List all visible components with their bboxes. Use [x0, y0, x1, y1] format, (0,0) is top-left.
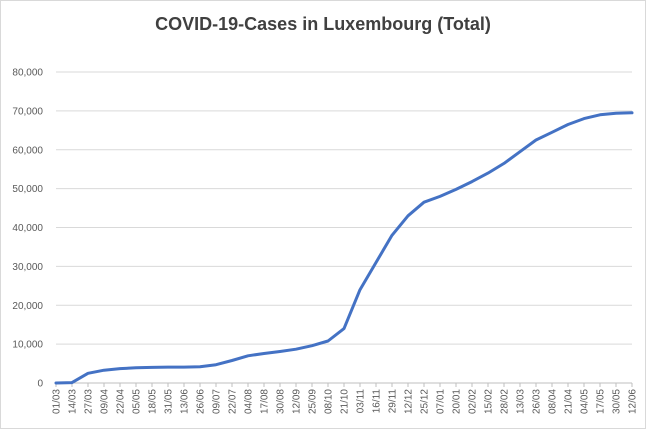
x-tick-label: 03/11 — [356, 389, 367, 414]
x-tick-label: 05/05 — [132, 389, 143, 414]
x-tick-label: 30/08 — [276, 389, 287, 414]
x-tick-label: 02/02 — [468, 389, 479, 414]
x-tick-label: 13/06 — [180, 389, 191, 414]
chart-title: COVID-19-Cases in Luxembourg (Total) — [155, 14, 491, 34]
x-tick-label: 12/06 — [628, 389, 639, 414]
x-tick-label: 04/05 — [580, 389, 591, 414]
y-axis: 0 10,000 20,000 30,000 40,000 50,000 60,000 70,… — [12, 68, 43, 390]
y-tick-label: 50,000 — [12, 184, 43, 195]
x-tick-label: 31/05 — [164, 389, 175, 414]
x-tick-label: 17/08 — [260, 389, 271, 414]
x-tick-label: 25/12 — [420, 389, 431, 414]
y-tick-label: 20,000 — [12, 301, 43, 312]
x-tick-label: 17/05 — [596, 389, 607, 414]
y-tick-label: 60,000 — [12, 145, 43, 156]
x-tick-label: 15/02 — [484, 389, 495, 414]
x-tick-label: 07/01 — [436, 389, 447, 414]
x-tick-label: 28/02 — [500, 389, 511, 414]
x-tick-label: 04/08 — [244, 389, 255, 414]
gridlines — [56, 71, 632, 345]
x-tick-label: 25/09 — [308, 389, 319, 414]
x-tick-label: 27/03 — [84, 389, 95, 414]
x-tick-label: 26/03 — [532, 389, 543, 414]
x-tick-label: 08/04 — [548, 389, 559, 414]
y-tick-label: 30,000 — [12, 262, 43, 273]
x-tick-label: 13/03 — [516, 389, 527, 414]
x-tick-label: 22/07 — [228, 389, 239, 414]
x-tick-label: 20/01 — [452, 389, 463, 414]
x-tick-label: 21/10 — [340, 389, 351, 414]
x-tick-label: 08/10 — [324, 389, 335, 414]
x-tick-label: 09/07 — [212, 389, 223, 414]
x-tick-label: 21/04 — [564, 389, 575, 414]
y-tick-label: 40,000 — [12, 223, 43, 234]
series-line — [54, 111, 634, 385]
x-axis: 01/03 14/03 27/03 09/04 22/04 05/05 18/05 31/05… — [52, 382, 639, 414]
x-tick-label: 22/04 — [116, 389, 127, 414]
x-tick-label: 30/05 — [612, 389, 623, 414]
y-tick-label: 70,000 — [12, 106, 43, 117]
x-tick-label: 14/03 — [68, 389, 79, 414]
x-tick-label: 12/12 — [404, 389, 415, 414]
x-tick-label: 29/11 — [388, 389, 399, 414]
x-tick-label: 12/09 — [292, 389, 303, 414]
series-layer — [54, 111, 634, 385]
x-tick-label: 18/05 — [148, 389, 159, 414]
y-tick-label: 80,000 — [12, 68, 43, 79]
x-tick-label: 09/04 — [100, 389, 111, 414]
x-tick-label: 26/06 — [196, 389, 207, 414]
x-tick-label: 16/11 — [372, 389, 383, 414]
x-tick-label: 01/03 — [52, 389, 63, 414]
y-tick-label: 0 — [37, 379, 43, 390]
y-tick-label: 10,000 — [12, 340, 43, 351]
